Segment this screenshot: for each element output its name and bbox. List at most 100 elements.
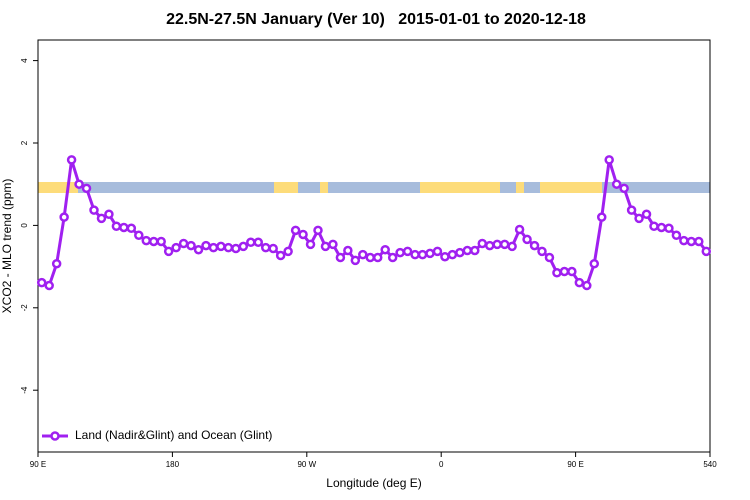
data-point [664,223,674,234]
data-point [522,234,532,245]
data-point [231,243,241,254]
data-point [514,224,525,235]
data-point [387,252,398,263]
series-line [41,159,708,288]
data-point [596,212,607,222]
data-point [119,222,129,233]
x-tick-label: 90 W [297,460,316,469]
data-point [499,239,510,250]
data-point [507,241,517,252]
data-point [544,252,555,263]
data-point [574,277,585,288]
data-point [216,241,226,252]
data-point [417,249,428,260]
y-tick-label: -4 [20,386,29,394]
land-ocean-strip [38,182,710,193]
data-point [186,240,196,251]
legend-marker [50,431,60,441]
data-point [178,238,189,249]
data-point [589,258,600,269]
data-point [36,277,47,288]
data-point [163,246,174,257]
x-tick-label: 180 [166,460,180,469]
data-point [529,240,540,251]
data-point [686,236,697,247]
data-point [313,225,323,236]
data-point [694,236,704,247]
x-tick-label: 540 [703,460,717,469]
data-point [395,247,405,258]
data-point [290,225,301,236]
data-point [193,244,204,255]
data-point [171,242,181,253]
data-point [141,235,152,246]
y-tick-label: 2 [20,140,29,145]
data-point [44,280,54,291]
data-point [74,179,84,189]
data-point [701,246,712,257]
data-point [492,239,502,250]
x-axis-label: Longitude (deg E) [326,476,421,490]
data-point [104,209,114,220]
data-point [238,241,249,252]
data-point [380,244,390,255]
data-point [634,213,644,224]
data-point [328,239,338,250]
data-point [470,245,480,256]
data-point [66,155,77,165]
y-tick-label: -2 [20,304,29,312]
data-point [455,247,465,258]
y-tick-label: 0 [20,223,29,228]
data-point [246,237,256,248]
data-point [649,221,659,231]
legend-label: Land (Nadir&Glint) and Ocean (Glint) [75,428,272,442]
data-point [260,242,271,253]
data-point [656,222,667,233]
data-point [298,229,308,240]
data-point [462,245,473,256]
data-point [619,183,629,194]
data-point [410,249,420,260]
data-point [537,246,547,257]
data-point [89,205,99,215]
data-point [96,213,107,224]
data-point [582,280,592,291]
data-point [641,209,652,220]
data-point [81,183,92,194]
x-tick-label: 90 E [30,460,46,469]
data-point [604,155,614,165]
data-point [350,255,361,266]
data-point [275,250,286,261]
data-point [567,266,577,277]
data-point [201,240,211,251]
data-point [447,249,458,260]
data-point [111,221,122,231]
data-point [626,205,637,215]
x-tick-label: 90 E [567,460,583,469]
data-point [253,237,264,248]
data-point [358,249,368,260]
data-point [305,239,316,250]
data-point [335,252,346,263]
data-point [51,258,62,269]
data-point [320,241,331,252]
data-point [59,212,69,222]
plot-frame [37,39,711,453]
data-point [432,246,443,257]
data-point [223,242,234,253]
data-point [559,266,570,277]
data-point [208,242,219,253]
data-point [343,245,353,256]
data-point [134,230,144,241]
data-point [440,251,450,262]
data-point [372,252,383,263]
chart-title: 22.5N-27.5N January (Ver 10) 2015-01-01 … [166,11,586,28]
data-point [148,236,159,247]
data-point [283,246,293,257]
y-axis-label: XCO2 - MLO trend (ppm) [0,179,14,314]
data-point [126,223,137,234]
data-point [425,248,435,259]
data-point [552,268,562,278]
data-point [477,238,488,249]
